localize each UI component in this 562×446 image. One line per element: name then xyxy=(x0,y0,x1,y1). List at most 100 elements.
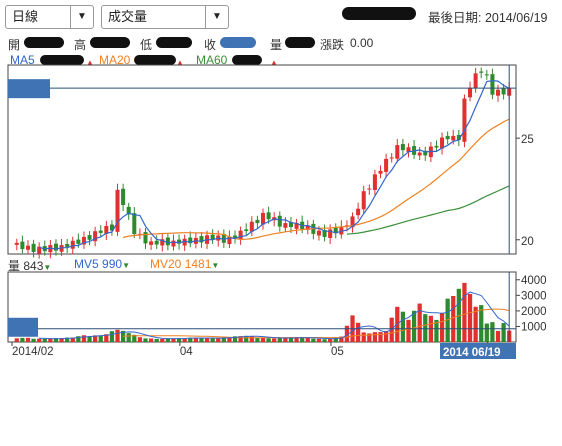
candle-body xyxy=(37,246,42,254)
volume-tick-label: 3000 xyxy=(521,290,547,302)
candle-body xyxy=(462,98,467,142)
candle-body xyxy=(288,222,293,227)
volume-bar xyxy=(53,338,59,342)
candle-body xyxy=(266,212,271,220)
volume-bar xyxy=(417,303,422,342)
mv5-legend-label: MV5 xyxy=(74,257,99,271)
chevron-down-icon[interactable] xyxy=(70,6,93,28)
price-panel-frame xyxy=(7,64,517,255)
vol-legend-value: 843 xyxy=(23,259,44,273)
mv5-line xyxy=(39,291,510,340)
volume-bar xyxy=(76,336,81,342)
volume-bar xyxy=(378,332,383,342)
candle-body xyxy=(423,150,428,156)
mv20-legend: MV20 1481▼ xyxy=(150,257,219,271)
candle-body xyxy=(65,244,70,247)
period-select-value: 日線 xyxy=(12,9,39,24)
candle-body xyxy=(233,235,238,238)
volume-bar xyxy=(176,338,182,342)
volume-bar xyxy=(148,338,154,342)
candle-body xyxy=(238,230,243,240)
date-cursor-label xyxy=(440,343,516,359)
volume-bar xyxy=(367,333,372,342)
volume-bar xyxy=(490,322,495,342)
volume-bar xyxy=(305,337,310,342)
chevron-down-icon[interactable] xyxy=(205,6,228,28)
candle-body xyxy=(53,243,58,251)
period-select[interactable]: 日線 xyxy=(5,5,94,29)
candle-body xyxy=(121,188,126,206)
candle-body xyxy=(126,206,131,215)
candle-body xyxy=(255,219,260,224)
candle-body xyxy=(361,191,366,210)
volume-bar xyxy=(288,337,294,342)
volume-bar xyxy=(294,337,299,342)
mv20-down-arrow-icon: ▼ xyxy=(211,261,220,270)
candle-body xyxy=(417,152,422,156)
candle-body xyxy=(93,231,98,242)
candle-body xyxy=(98,230,103,233)
candle-body xyxy=(440,137,445,149)
volume-bar xyxy=(193,337,198,342)
candle-body xyxy=(70,240,75,249)
volume-bar xyxy=(126,333,131,342)
candle-body xyxy=(495,89,501,96)
volume-bar xyxy=(439,313,445,342)
volume-bar xyxy=(361,332,366,342)
candle-body xyxy=(372,174,377,190)
candle-body xyxy=(501,88,506,95)
candle-body xyxy=(199,236,204,243)
vol-down-arrow-icon: ▼ xyxy=(43,263,52,272)
volume-bar xyxy=(204,338,210,342)
volume-bar xyxy=(143,338,148,342)
candle-body xyxy=(188,237,193,244)
redacted-volume-value xyxy=(285,37,315,48)
mv5-legend: MV5 990▼ xyxy=(74,257,130,271)
candle-body xyxy=(434,145,439,148)
volume-bar xyxy=(423,314,428,342)
x-tick-label: 05 xyxy=(331,346,344,358)
indicator-select[interactable]: 成交量 xyxy=(101,5,229,29)
ma5-legend-label: MA5 xyxy=(10,53,35,67)
volume-bar xyxy=(283,337,288,342)
x-tick-label: 2014/02 xyxy=(12,346,54,358)
volume-bar xyxy=(355,322,361,342)
volume-bar xyxy=(316,338,322,342)
volume-bar xyxy=(182,338,187,342)
candle-body xyxy=(76,239,81,244)
volume-bar xyxy=(434,319,439,342)
candle-body xyxy=(400,144,405,151)
price-cursor-label xyxy=(8,79,50,99)
vol-legend-label: 量 xyxy=(8,259,21,273)
volume-cursor-label xyxy=(8,317,38,337)
x-tick-label: 04 xyxy=(180,346,193,358)
volume-bar xyxy=(372,332,378,342)
last-date-label: 最後日期: 2014/06/19 xyxy=(428,11,548,25)
candle-body xyxy=(14,242,19,245)
candle-body xyxy=(171,240,176,247)
candle-body xyxy=(445,135,450,140)
candle-body xyxy=(328,229,333,238)
volume-bar xyxy=(65,337,70,342)
volume-bar xyxy=(109,331,115,342)
ma60-up-arrow-icon: ▲ xyxy=(270,58,278,67)
indicator-select-value: 成交量 xyxy=(108,9,148,24)
volume-bar xyxy=(171,338,176,342)
volume-bar xyxy=(484,323,489,342)
volume-bar xyxy=(266,338,271,342)
candle-body xyxy=(260,212,266,225)
candle-body xyxy=(406,147,411,152)
volume-bar xyxy=(232,336,238,342)
open-label: 開 xyxy=(8,38,21,52)
volume-bar xyxy=(244,335,249,342)
volume-bar xyxy=(238,336,243,342)
volume-bar xyxy=(462,282,467,342)
volume-bar xyxy=(400,311,406,342)
redacted-ma5-value xyxy=(40,55,84,65)
volume-tick-label: 2000 xyxy=(521,306,547,318)
candle-body xyxy=(294,222,299,229)
redacted-low-value xyxy=(156,37,192,48)
candle-body xyxy=(59,245,64,252)
redacted-ma60-value xyxy=(232,55,262,65)
